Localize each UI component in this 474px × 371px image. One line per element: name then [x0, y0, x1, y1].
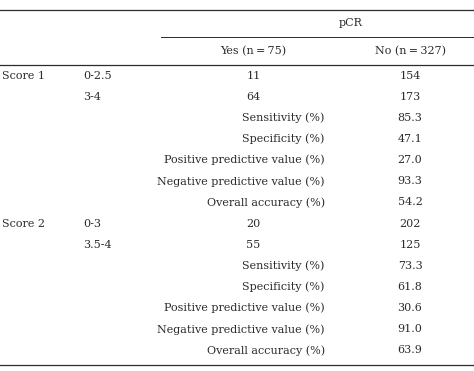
Text: Yes (n = 75): Yes (n = 75): [220, 46, 287, 56]
Text: 93.3: 93.3: [398, 176, 422, 186]
Text: 73.3: 73.3: [398, 261, 422, 271]
Text: 61.8: 61.8: [398, 282, 422, 292]
Text: 63.9: 63.9: [398, 345, 422, 355]
Text: 55: 55: [246, 240, 261, 250]
Text: Negative predictive value (%): Negative predictive value (%): [157, 324, 325, 335]
Text: Positive predictive value (%): Positive predictive value (%): [164, 303, 325, 313]
Text: 85.3: 85.3: [398, 113, 422, 123]
Text: 54.2: 54.2: [398, 197, 422, 207]
Text: 11: 11: [246, 70, 261, 81]
Text: Sensitivity (%): Sensitivity (%): [242, 112, 325, 123]
Text: 125: 125: [399, 240, 421, 250]
Text: Overall accuracy (%): Overall accuracy (%): [207, 197, 325, 208]
Text: Specificity (%): Specificity (%): [242, 282, 325, 292]
Text: Negative predictive value (%): Negative predictive value (%): [157, 176, 325, 187]
Text: 3.5-4: 3.5-4: [83, 240, 111, 250]
Text: 30.6: 30.6: [398, 303, 422, 313]
Text: 20: 20: [246, 219, 261, 229]
Text: Overall accuracy (%): Overall accuracy (%): [207, 345, 325, 356]
Text: Sensitivity (%): Sensitivity (%): [242, 260, 325, 271]
Text: Specificity (%): Specificity (%): [242, 134, 325, 144]
Text: 3-4: 3-4: [83, 92, 101, 102]
Text: 64: 64: [246, 92, 261, 102]
Text: 173: 173: [400, 92, 420, 102]
Text: 0-3: 0-3: [83, 219, 101, 229]
Text: 91.0: 91.0: [398, 324, 422, 334]
Text: pCR: pCR: [339, 19, 363, 29]
Text: Positive predictive value (%): Positive predictive value (%): [164, 155, 325, 165]
Text: 0-2.5: 0-2.5: [83, 70, 111, 81]
Text: Score 1: Score 1: [2, 70, 46, 81]
Text: 47.1: 47.1: [398, 134, 422, 144]
Text: 154: 154: [399, 70, 421, 81]
Text: 202: 202: [399, 219, 421, 229]
Text: 27.0: 27.0: [398, 155, 422, 165]
Text: Score 2: Score 2: [2, 219, 46, 229]
Text: No (n = 327): No (n = 327): [374, 46, 446, 56]
